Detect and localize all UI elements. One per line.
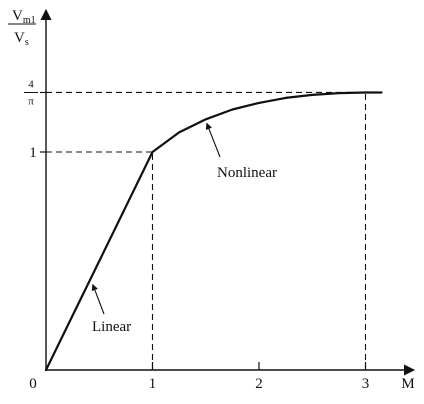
ticks-layer: 0 1 2 3 1 4 π [24, 78, 369, 392]
series-line [44, 91, 383, 372]
y-axis-label: Vm1 Vs [8, 8, 36, 48]
annotation-label: Nonlinear [217, 165, 277, 181]
annotation-arrow [91, 283, 105, 315]
y-axis-label-denominator-subscript: s [25, 37, 29, 48]
y-tick-label-numerator: 4 [28, 78, 34, 90]
x-axis-label: M [401, 376, 414, 392]
y-axis-label-numerator-subscript: m1 [23, 15, 36, 26]
x-tick-label: 3 [362, 376, 370, 392]
x-tick-label: 1 [149, 376, 157, 392]
y-axis-label-denominator: Vs [14, 30, 29, 48]
y-tick-label-denominator: π [28, 95, 34, 107]
x-tick-label: 0 [29, 376, 37, 392]
series-layer [44, 91, 383, 372]
labels-layer: M Vm1 Vs Linear Nonlinear [8, 8, 415, 392]
annotation-arrow [205, 122, 221, 158]
y-tick-label: 1 [29, 145, 37, 161]
reference-lines-layer [46, 91, 367, 370]
axes-layer [40, 8, 416, 376]
x-tick-label: 2 [255, 376, 263, 392]
annotation-label: Linear [92, 319, 131, 335]
y-axis-label-numerator: Vm1 [12, 8, 36, 26]
